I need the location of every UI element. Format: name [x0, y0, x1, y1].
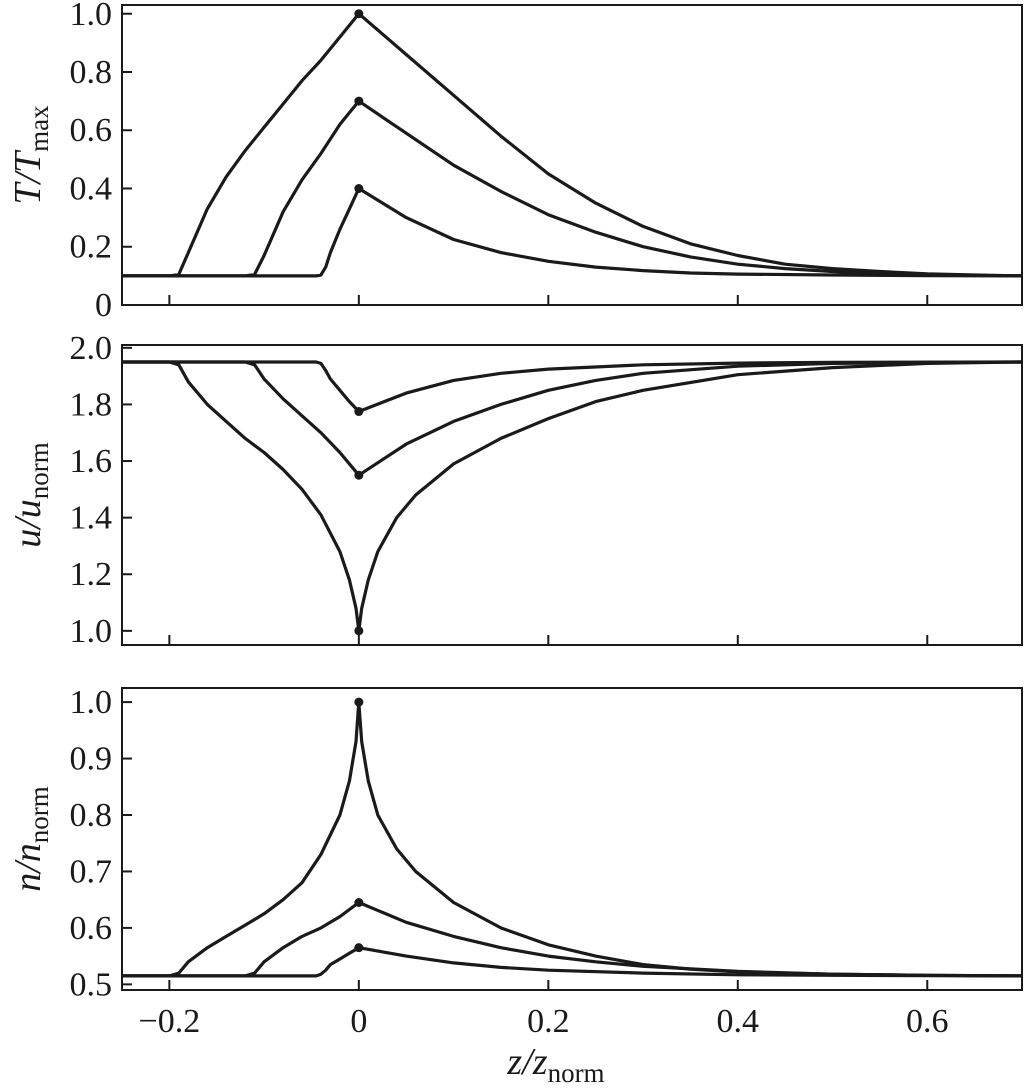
- x-tick-label: 0: [350, 1003, 367, 1040]
- x-axis-label: z/znorm: [506, 1041, 604, 1088]
- plot-frame-velocity: [121, 344, 1023, 646]
- y-axis-label-velocity-base: u/u: [7, 499, 49, 548]
- y-tick-label: 0.6: [70, 112, 113, 149]
- series-line-temperature-1: [122, 12, 1022, 278]
- y-tick-label: 1.4: [70, 500, 113, 537]
- peak-marker-density-1: [354, 697, 364, 707]
- peak-marker-temperature-2: [354, 96, 364, 106]
- y-tick-label: 1.0: [70, 684, 113, 721]
- y-tick-label: 0.4: [70, 170, 113, 207]
- peak-marker-temperature-1: [354, 9, 364, 19]
- series-line-velocity-1: [122, 360, 1022, 633]
- series-line-density-3: [122, 946, 1022, 978]
- x-tick-label: −0.2: [139, 1003, 201, 1040]
- series-line-density-1: [122, 700, 1022, 978]
- y-tick-label: 0.6: [70, 910, 113, 947]
- peak-marker-density-3: [354, 943, 364, 953]
- y-tick-label: 1.2: [70, 556, 113, 593]
- series-line-temperature-3: [122, 186, 1022, 278]
- y-axis-label-density-subscript: norm: [24, 786, 54, 843]
- plot-frame-density: [121, 687, 1023, 991]
- y-tick-label: 0.2: [70, 229, 113, 266]
- peak-marker-density-2: [354, 898, 364, 908]
- peak-marker-velocity-1: [354, 407, 364, 417]
- x-tick-label: 0.4: [717, 1003, 760, 1040]
- y-axis-label-temperature: T/Tmax: [7, 105, 54, 205]
- panel-temperature: 0 0.2 0.4 0.6 0.8 1.0 T/Tmax: [7, 0, 1023, 324]
- y-axis-label-temperature-subscript: max: [24, 105, 54, 152]
- peak-marker-velocity-3: [354, 626, 364, 636]
- y-axis-label-temperature-base: T/T: [7, 149, 49, 205]
- y-tick-label: 0.7: [70, 853, 113, 890]
- y-tick-label: 0: [95, 287, 112, 324]
- x-tick-label: 0.6: [906, 1003, 949, 1040]
- peak-marker-velocity-2: [354, 470, 364, 480]
- y-axis-label-density-base: n/n: [7, 843, 49, 892]
- panel-velocity: 1.0 1.2 1.4 1.6 1.8 2.0 u/unorm: [7, 330, 1023, 650]
- series-line-velocity-3: [122, 360, 1022, 414]
- y-tick-label: 1.6: [70, 443, 113, 480]
- y-tick-label: 0.9: [70, 741, 113, 778]
- y-axis-label-velocity: u/unorm: [7, 442, 54, 548]
- y-tick-label: 0.5: [70, 966, 113, 1003]
- series-line-temperature-2: [122, 99, 1022, 278]
- y-tick-label: 0.8: [70, 797, 113, 834]
- y-axis-label-density: n/nnorm: [7, 786, 54, 892]
- series-line-density-2: [122, 900, 1022, 978]
- y-tick-label: 1.8: [70, 386, 113, 423]
- x-tick-label: 0.2: [527, 1003, 570, 1040]
- y-tick-label: 2.0: [70, 330, 113, 367]
- panel-density: 0.50.60.70.80.91.0−0.2 0 0.2 0.4 0.6n/nnormz…: [7, 684, 1023, 1088]
- peak-marker-temperature-3: [354, 183, 364, 193]
- y-tick-label: 0.8: [70, 54, 113, 91]
- plot-frame-temperature: [121, 4, 1023, 306]
- series-line-velocity-2: [122, 360, 1022, 477]
- y-tick-label: 1.0: [70, 0, 113, 33]
- x-axis-label-base: z/z: [506, 1041, 547, 1083]
- y-axis-label-velocity-subscript: norm: [24, 442, 54, 499]
- y-tick-label: 1.0: [70, 613, 113, 650]
- x-axis-label-subscript: norm: [548, 1058, 605, 1088]
